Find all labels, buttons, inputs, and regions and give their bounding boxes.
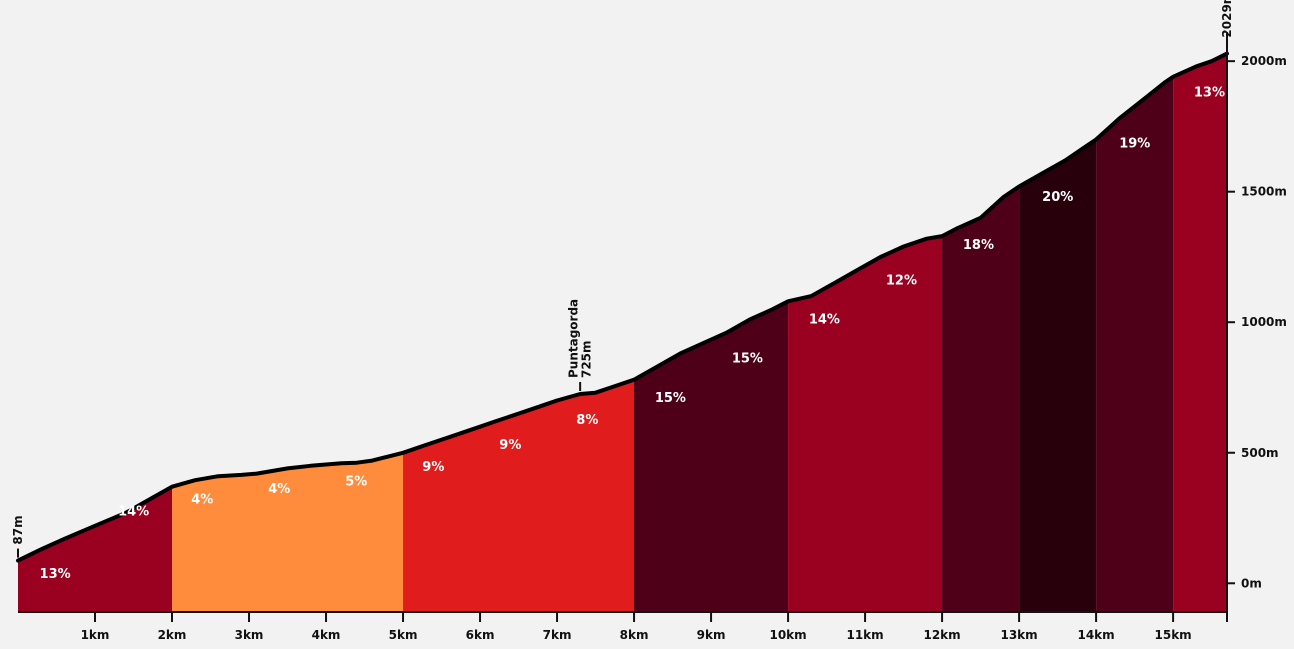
x-tick-label: 13km — [1000, 628, 1037, 642]
x-tick-label: 8km — [620, 628, 649, 642]
y-tick-label: 0m — [1241, 576, 1262, 590]
x-tick-label: 7km — [543, 628, 572, 642]
elevation-annotation-label: 2029m — [1220, 0, 1234, 38]
grade-segment-1 — [18, 53, 173, 612]
grade-segment-5 — [788, 53, 943, 612]
grade-label: 20% — [1042, 190, 1073, 205]
elevation-annotation-label: 87m — [11, 515, 25, 544]
grade-label: 19% — [1119, 136, 1150, 151]
x-tick-label: 4km — [312, 628, 341, 642]
y-tick-label: 1000m — [1241, 315, 1287, 329]
y-tick-label: 2000m — [1241, 54, 1287, 68]
grade-label: 9% — [422, 460, 444, 475]
grade-segment-9 — [1173, 53, 1227, 612]
grade-label: 14% — [809, 313, 840, 328]
grade-label: 13% — [1194, 85, 1225, 100]
grade-segment-7 — [1019, 53, 1097, 612]
grade-segment-4 — [634, 53, 789, 612]
grade-label: 4% — [268, 482, 290, 497]
x-tick-label: 11km — [846, 628, 883, 642]
grade-segment-6 — [942, 53, 1020, 612]
grade-label: 9% — [499, 438, 521, 453]
grade-label: 15% — [732, 352, 763, 367]
grade-segment-8 — [1096, 53, 1174, 612]
grade-label: 5% — [345, 474, 367, 489]
gradient-segments — [18, 53, 1227, 612]
x-tick-label: 6km — [466, 628, 495, 642]
grade-label: 4% — [191, 493, 213, 508]
elevation-profile-line — [16, 51, 1229, 563]
x-tick-label: 12km — [923, 628, 960, 642]
grade-label: 14% — [118, 504, 149, 519]
x-tick-label: 10km — [769, 628, 806, 642]
grade-labels: 13% 14% 4% 4% 5% 9% 9% 8% 15% 15% 14% 12% 18% 20% 19% 1… — [40, 85, 1225, 582]
grade-label: 12% — [886, 273, 917, 288]
x-tick-label: 14km — [1077, 628, 1114, 642]
x-tick-label: 9km — [697, 628, 726, 642]
elevation-annotations: 87m Puntagorda 725m 2029m — [11, 0, 1234, 558]
elevation-annotation-label: Puntagorda — [567, 299, 581, 378]
x-tick-label: 1km — [81, 628, 110, 642]
y-axis: 0m 500m 1000m 1500m 2000m — [1226, 32, 1287, 622]
y-tick-label: 1500m — [1241, 185, 1287, 199]
x-tick-label: 5km — [389, 628, 418, 642]
grade-segment-2 — [172, 53, 404, 612]
x-tick-label: 3km — [235, 628, 264, 642]
grade-label: 15% — [655, 391, 686, 406]
grade-label: 18% — [963, 238, 994, 253]
x-axis: 1km 2km 3km 4km 5km 6km 7km 8km 9km 10km 11km 12km 1… — [18, 611, 1228, 642]
grade-label: 8% — [576, 413, 598, 428]
grade-segment-3 — [403, 53, 635, 612]
grade-label: 13% — [40, 567, 71, 582]
y-tick-label: 500m — [1241, 446, 1279, 460]
x-tick-label: 15km — [1155, 628, 1192, 642]
elevation-annotation-label: 725m — [580, 340, 594, 378]
x-tick-label: 2km — [158, 628, 187, 642]
